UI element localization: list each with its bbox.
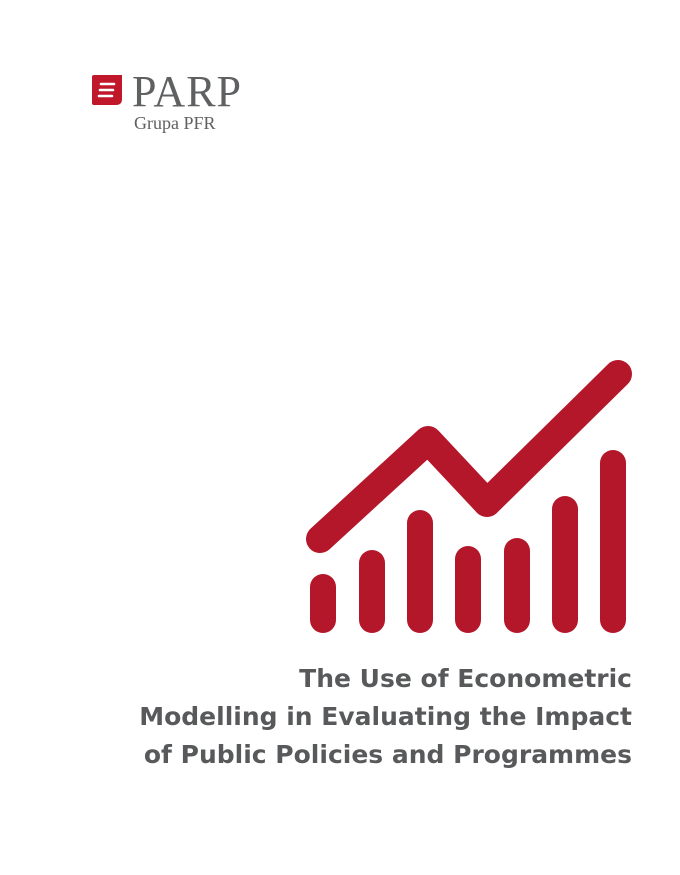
- document-title: The Use of Econometric Modelling in Eval…: [139, 660, 632, 774]
- parp-logo-icon: [92, 75, 122, 105]
- title-line: Modelling in Evaluating the Impact: [139, 702, 632, 731]
- title-line: of Public Policies and Programmes: [143, 740, 632, 769]
- title-line: The Use of Econometric: [299, 664, 632, 693]
- logo-subtitle: Grupa PFR: [134, 113, 216, 133]
- parp-logo: PARP Grupa PFR: [90, 67, 270, 140]
- graphic-trend-line: [306, 360, 632, 553]
- logo-wordmark: PARP: [132, 67, 243, 116]
